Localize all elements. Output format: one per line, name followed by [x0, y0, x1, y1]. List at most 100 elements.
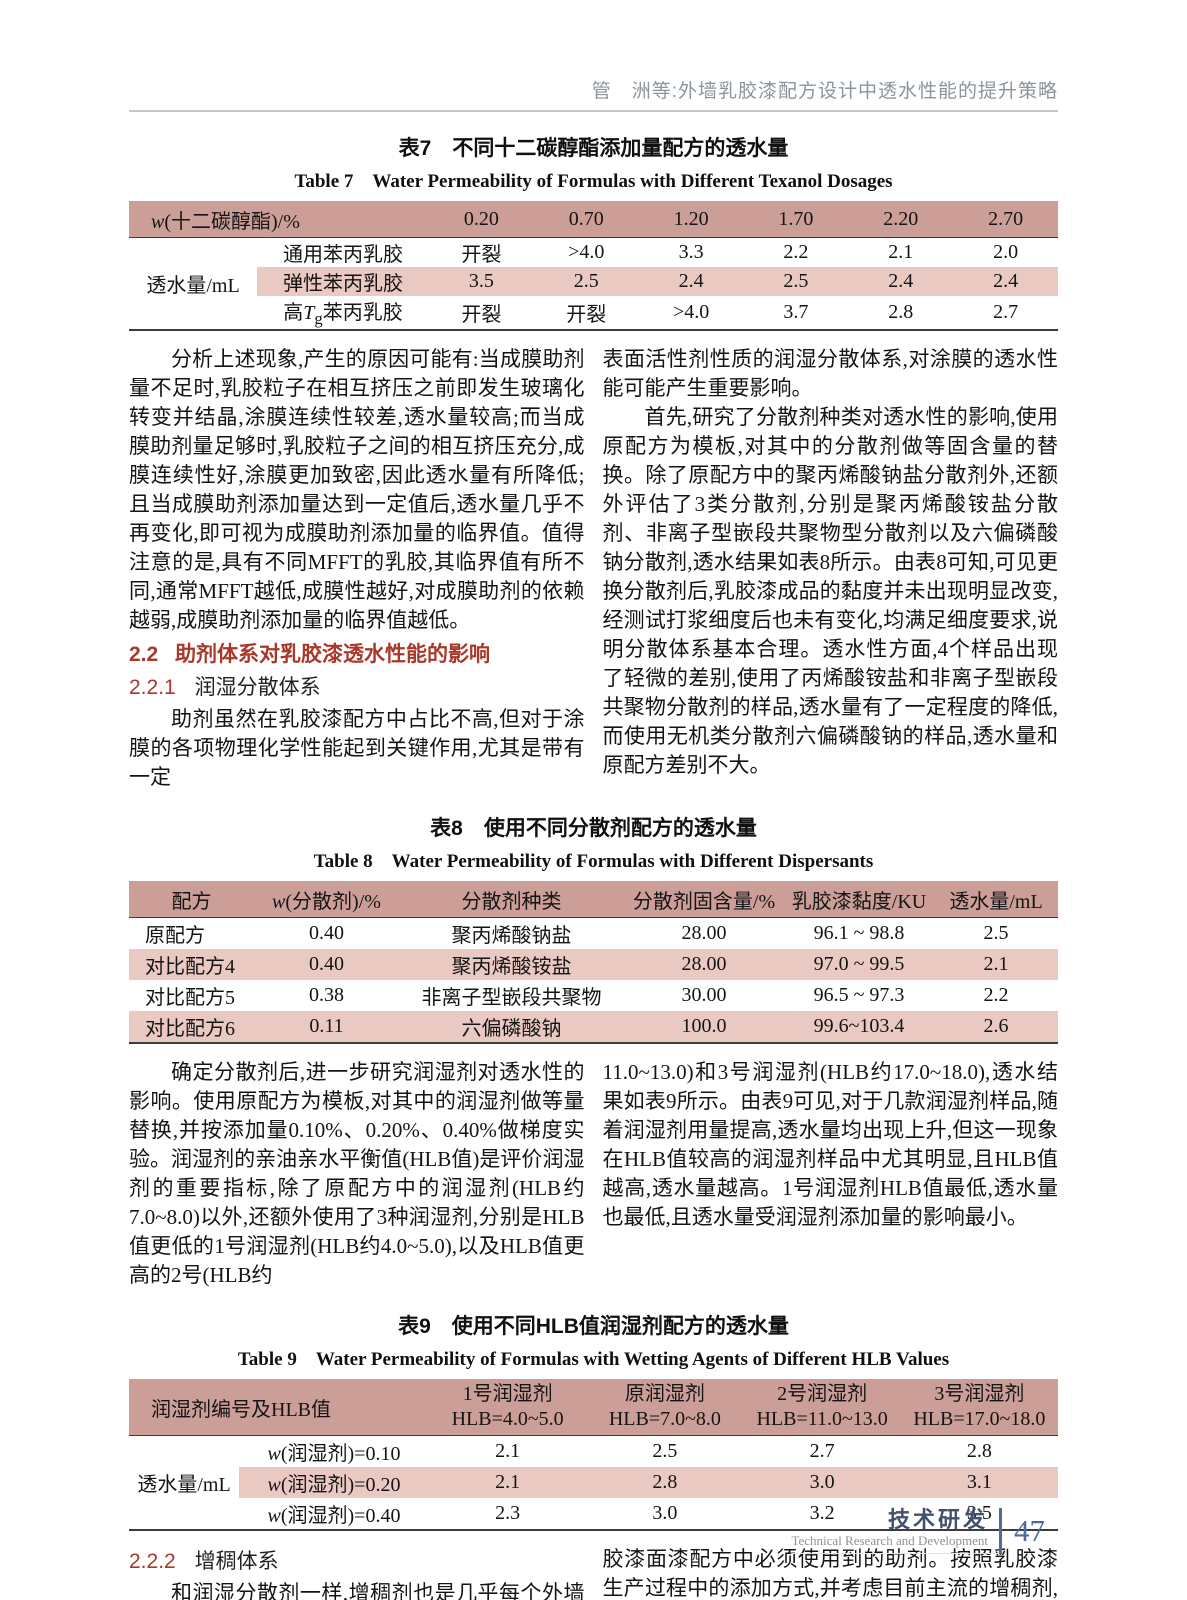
paragraph: 和润湿分散剂一样,增稠剂也是几乎每个外墙乳: [171, 1581, 585, 1600]
agent-name: 1号润湿剂: [462, 1383, 553, 1405]
table-cell: 3.1: [900, 1467, 1058, 1498]
footer-label-en: Technical Research and Development: [791, 1533, 988, 1548]
table-row: 对比配方6 0.11 六偏磷酸钠 100.0 99.6~103.4 2.6: [129, 1011, 1058, 1043]
table7-header-label: w(十二碳醇酯)/%: [129, 201, 430, 238]
table-cell: 开裂: [461, 244, 502, 266]
table7-header-cell: 0.20: [429, 201, 534, 238]
table-cell: >4.0: [568, 241, 605, 263]
paragraph: 确定分散剂后,进一步研究润湿剂对透水性的影响。使用原配方为模板,对其中的润湿剂做…: [129, 1060, 585, 1287]
table8-title-zh: 表8 使用不同分散剂配方的透水量: [430, 817, 757, 840]
table-cell: 聚丙烯酸铵盐: [399, 949, 624, 980]
right-column: 胶漆面漆配方中必须使用到的助剂。按照乳胶漆生产过程中的添加方式,并考虑目前主流的…: [603, 1545, 1059, 1600]
paragraph: 首先,研究了分散剂种类对透水性的影响,使用原配方为模板,对其中的分散剂做等固含量…: [602, 405, 1059, 777]
table7-header-cell: 2.20: [848, 201, 954, 238]
table9-title-zh: 表9 使用不同HLB值润湿剂配方的透水量: [398, 1315, 789, 1338]
table8-header-cell: 分散剂种类: [399, 881, 624, 918]
agent-name: 2号润湿剂: [777, 1383, 868, 1405]
table-cell: 28.00: [681, 922, 727, 944]
table-cell: 2.2: [983, 984, 1009, 1006]
heading-number: 2.2.2: [129, 1550, 176, 1573]
table8: 配方 w(分散剂)/% 分散剂种类 分散剂固含量/% 乳胶漆黏度/KU 透水量/…: [129, 881, 1058, 1044]
section-heading-2-2: 2.2 助剂体系对乳胶漆透水性能的影响: [129, 639, 585, 670]
table9: 润湿剂编号及HLB值 1号润湿剂 HLB=4.0~5.0 原润湿剂 HLB=7.…: [129, 1379, 1058, 1531]
table-cell: 六偏磷酸钠: [399, 1011, 624, 1043]
table-cell: 96.5 ~ 97.3: [813, 984, 905, 1006]
heading-number: 2.2: [129, 643, 159, 666]
table7-header-row: w(十二碳醇酯)/% 0.20 0.70 1.20 1.70 2.20 2.70: [129, 201, 1058, 238]
footer-label-zh: 技术研发: [887, 1507, 988, 1532]
table-cell: 2.3: [495, 1502, 521, 1524]
table-cell: 3.2: [809, 1502, 835, 1524]
table-cell: 99.6~103.4: [784, 1011, 934, 1043]
agent-hlb: HLB=11.0~13.0: [756, 1408, 888, 1430]
footer-divider-bar: [999, 1508, 1002, 1554]
table-cell: 2.8: [966, 1440, 992, 1462]
table9-header-cell: 2号润湿剂 HLB=11.0~13.0: [743, 1379, 901, 1436]
table9-header-label: 润湿剂编号及HLB值: [129, 1379, 429, 1436]
left-column: 2.2.2 增稠体系 和润湿分散剂一样,增稠剂也是几乎每个外墙乳: [129, 1545, 585, 1600]
text-section-2: 确定分散剂后,进一步研究润湿剂对透水性的影响。使用原配方为模板,对其中的润湿剂做…: [129, 1058, 1058, 1290]
table-cell: 3.5: [429, 267, 534, 296]
table8-header-cell: 乳胶漆黏度/KU: [784, 881, 934, 918]
table8-header-cell: 透水量/mL: [934, 881, 1058, 918]
paragraph: 表面活性剂性质的润湿分散体系,对涂膜的透水性能可能产生重要影响。: [602, 347, 1059, 400]
table-cell: 通用苯丙乳胶: [283, 244, 403, 266]
page-number: 47: [1014, 1513, 1045, 1548]
table-cell: 开裂: [461, 304, 502, 326]
table-cell: 100.0: [624, 1011, 784, 1043]
table-cell: 对比配方4: [129, 949, 254, 980]
table-cell: 2.1: [429, 1467, 587, 1498]
table8-header-row: 配方 w(分散剂)/% 分散剂种类 分散剂固含量/% 乳胶漆黏度/KU 透水量/…: [129, 881, 1058, 918]
table8-header-cell: 分散剂固含量/%: [624, 881, 784, 918]
table-cell: 30.00: [681, 984, 727, 1006]
table-cell: 弹性苯丙乳胶: [257, 267, 430, 296]
right-column: 11.0~13.0)和3号润湿剂(HLB约17.0~18.0),透水结果如表9所…: [603, 1058, 1059, 1290]
table-cell: 97.0 ~ 99.5: [784, 949, 934, 980]
table-cell: 2.7: [809, 1440, 835, 1462]
table7-title-zh: 表7 不同十二碳醇酯添加量配方的透水量: [398, 137, 789, 160]
table9-row-group: 透水量/mL: [137, 1474, 231, 1496]
table9-header-row: 润湿剂编号及HLB值 1号润湿剂 HLB=4.0~5.0 原润湿剂 HLB=7.…: [129, 1379, 1058, 1436]
running-head: 管 洲等:外墙乳胶漆配方设计中透水性能的提升策略: [591, 81, 1058, 102]
table7: w(十二碳醇酯)/% 0.20 0.70 1.20 1.70 2.20 2.70…: [129, 201, 1058, 331]
table-cell: 2.7: [993, 301, 1019, 323]
footer-section-label: 技术研发 Technical Research and Development: [791, 1508, 999, 1554]
table-cell: >4.0: [672, 301, 710, 323]
text-section-1: 分析上述现象,产生的原因可能有:当成膜助剂量不足时,乳胶粒子在相互挤压之前即发生…: [129, 345, 1058, 792]
table-row: 高Tg苯丙乳胶 开裂 开裂 >4.0 3.7 2.8 2.7: [129, 296, 1058, 330]
section-heading-2-2-2: 2.2.2 增稠体系: [129, 1547, 585, 1577]
table-row: 对比配方5 0.38 非离子型嵌段共聚物 30.00 96.5 ~ 97.3 2…: [129, 980, 1058, 1011]
table-cell: 3.7: [783, 301, 809, 323]
table7-row-group: 透水量/mL: [146, 275, 240, 297]
table-cell: 2.5: [743, 267, 849, 296]
paragraph: 11.0~13.0)和3号润湿剂(HLB约17.0~18.0),透水结果如表9所…: [602, 1060, 1059, 1229]
agent-hlb: HLB=4.0~5.0: [451, 1408, 564, 1430]
heading-number: 2.2.1: [129, 676, 176, 699]
table7-header-cell: 1.70: [743, 201, 849, 238]
header-rule: [129, 110, 1058, 112]
table-cell: 0.11: [254, 1011, 399, 1043]
table-cell: w(润湿剂)=0.40: [267, 1505, 401, 1527]
paragraph: 助剂虽然在乳胶漆配方中占比不高,但对于涂膜的各项物理化学性能起到关键作用,尤其是…: [129, 707, 585, 789]
table-cell: 28.00: [624, 949, 784, 980]
text-section-3: 2.2.2 增稠体系 和润湿分散剂一样,增稠剂也是几乎每个外墙乳 胶漆面漆配方中必…: [129, 1545, 1058, 1600]
section-heading-2-2-1: 2.2.1 润湿分散体系: [129, 673, 585, 703]
table-row: 弹性苯丙乳胶 3.5 2.5 2.4 2.5 2.4 2.4: [129, 267, 1058, 296]
table-cell: 对比配方6: [129, 1011, 254, 1043]
table9-header-cell: 原润湿剂 HLB=7.0~8.0: [586, 1379, 744, 1436]
table-cell: 2.5: [533, 267, 639, 296]
table-cell: w(润湿剂)=0.10: [267, 1443, 401, 1465]
table7-title-en: Table 7 Water Permeability of Formulas w…: [294, 171, 893, 192]
table-cell: 2.8: [888, 301, 914, 323]
table-cell: 0.40: [254, 949, 399, 980]
paragraph: 胶漆面漆配方中必须使用到的助剂。按照乳胶漆生产过程中的添加方式,并考虑目前主流的…: [602, 1547, 1059, 1600]
table-cell: 2.4: [953, 267, 1058, 296]
paragraph: 分析上述现象,产生的原因可能有:当成膜助剂量不足时,乳胶粒子在相互挤压之前即发生…: [129, 347, 585, 632]
table-cell: 2.1: [888, 241, 914, 263]
table9-title-en: Table 9 Water Permeability of Formulas w…: [237, 1349, 950, 1370]
table-row: w(润湿剂)=0.20 2.1 2.8 3.0 3.1: [129, 1467, 1058, 1498]
left-column: 确定分散剂后,进一步研究润湿剂对透水性的影响。使用原配方为模板,对其中的润湿剂做…: [129, 1058, 585, 1290]
table-cell: 开裂: [566, 304, 607, 326]
